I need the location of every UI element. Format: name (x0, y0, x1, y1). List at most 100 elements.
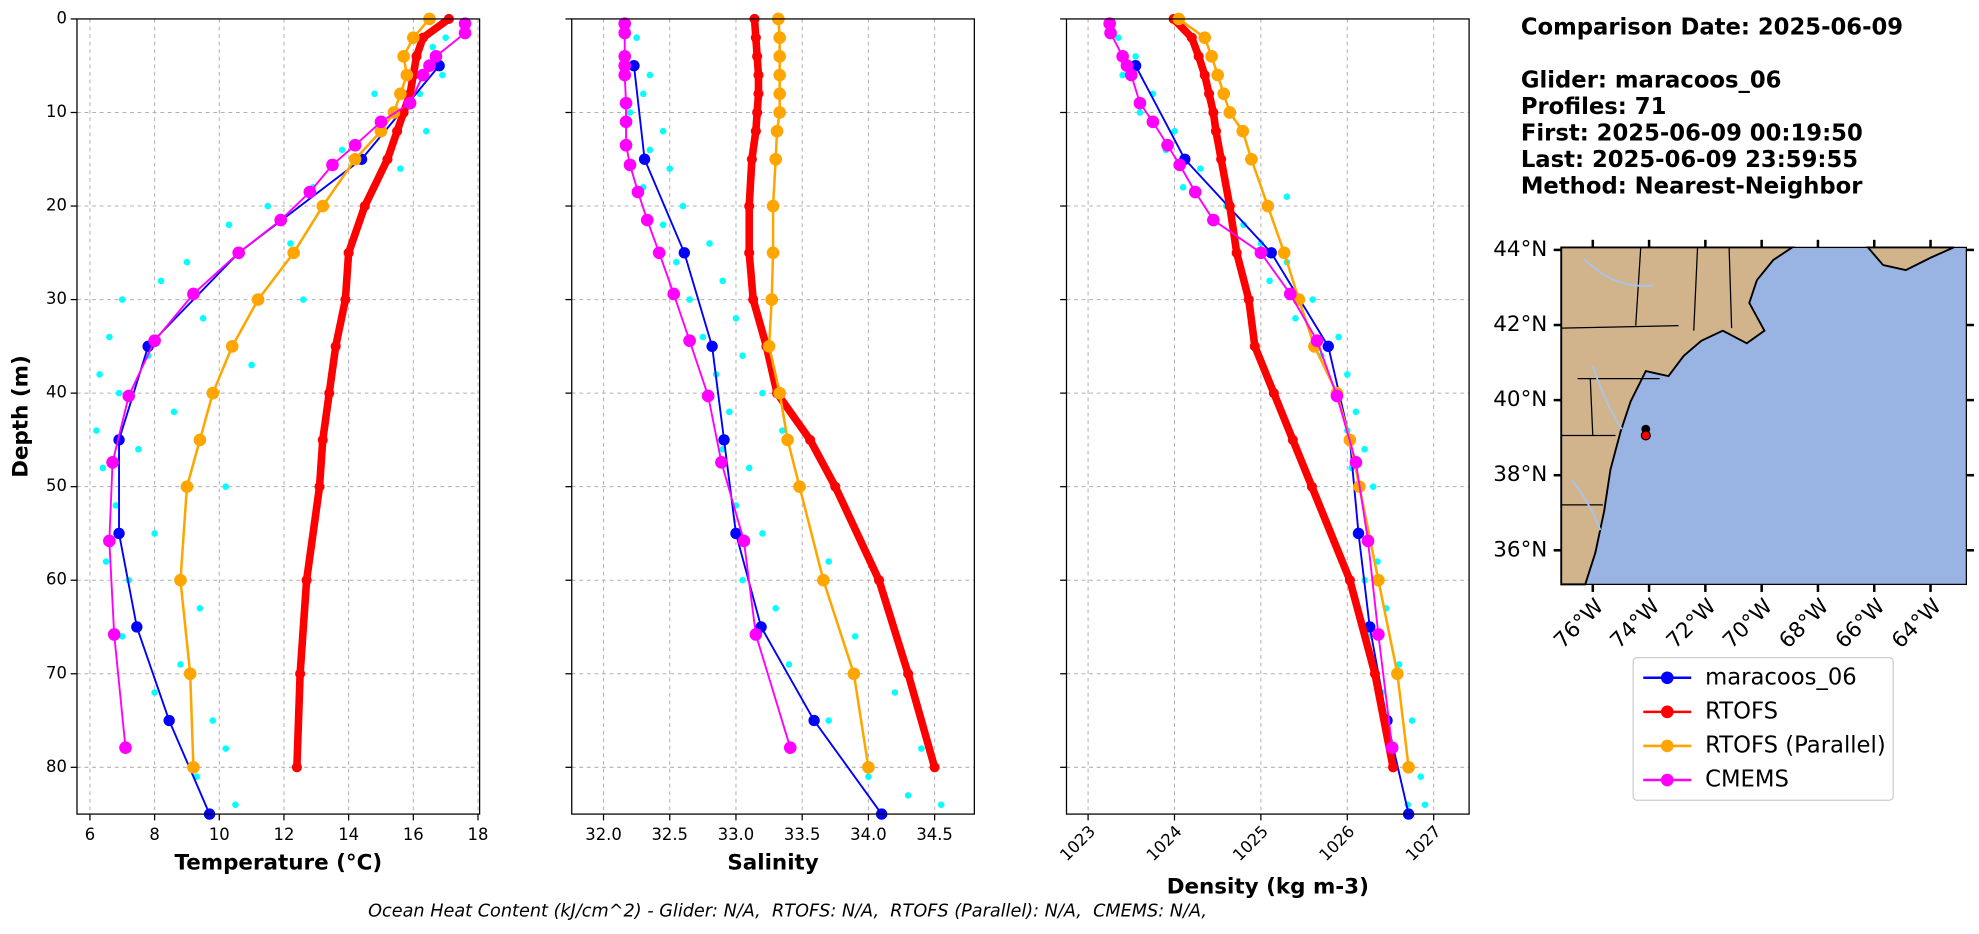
plot-frame (571, 18, 975, 815)
footer: Ocean Heat Content (kJ/cm^2) - Glider: N… (368, 901, 1207, 921)
glider-point (232, 801, 239, 809)
glider-point (157, 277, 165, 285)
glider-point (1369, 483, 1377, 490)
x-tick-label: 32.5 (651, 825, 688, 844)
map-lon-label: 70°W (1718, 594, 1778, 654)
info-line: Comparison Date: 2025-06-09 (1521, 14, 1903, 40)
series-marker (638, 153, 651, 165)
series-marker (317, 434, 328, 445)
series-marker (667, 287, 681, 301)
panel: 1023 1024 1025 1026 1027 Density (kg m-3) (1056, 12, 1470, 899)
glider-point (779, 427, 786, 434)
series-marker (1349, 456, 1363, 469)
series-marker (753, 70, 764, 81)
series-marker (343, 247, 354, 258)
series-marker (618, 26, 632, 40)
series-marker (862, 760, 875, 774)
glider-point (825, 558, 832, 565)
series-marker (113, 527, 125, 540)
legend-label: RTOFS (1705, 698, 1778, 724)
glider-point (785, 661, 793, 668)
legend-marker (1660, 671, 1674, 685)
series-marker (225, 340, 239, 353)
series-marker (766, 246, 780, 260)
glider-point (371, 90, 378, 98)
series-marker (287, 246, 300, 260)
glider-point (1335, 333, 1342, 341)
series-marker (1224, 200, 1235, 212)
series-marker (429, 50, 443, 63)
glider-point (102, 558, 110, 565)
series-marker (206, 386, 220, 400)
y-tick-label: 80 (46, 757, 67, 776)
glider-point (646, 71, 654, 79)
glider-point (422, 127, 430, 135)
x-tick-label: 12 (274, 825, 295, 844)
plot-area (76, 18, 480, 815)
series-marker (1188, 185, 1202, 199)
series-marker (1124, 68, 1138, 82)
series-marker (1402, 760, 1415, 774)
map-lat-label: 40°N (1493, 387, 1547, 412)
series-marker (805, 434, 816, 445)
series-marker (744, 247, 755, 258)
series-marker (715, 456, 728, 469)
x-axis-label: Salinity (727, 850, 818, 875)
glider-point (699, 333, 707, 341)
x-tick-label: 1024 (1143, 822, 1186, 865)
series-marker (903, 668, 914, 679)
series-marker (1104, 26, 1117, 40)
series-marker (340, 294, 351, 305)
glider-point (115, 389, 123, 397)
info-line: First: 2025-06-09 00:19:50 (1521, 120, 1863, 146)
x-tick-label: 16 (403, 825, 424, 844)
series-marker (781, 433, 794, 447)
glider-point (726, 408, 733, 416)
glider-point (759, 389, 766, 397)
series-marker (631, 185, 645, 199)
glider-point (626, 109, 634, 116)
series-marker (808, 714, 820, 727)
glider-point (1283, 193, 1291, 200)
series-marker (752, 107, 763, 118)
series-marker (458, 26, 472, 40)
series-marker (773, 106, 786, 119)
glider-point (199, 315, 207, 322)
x-tick-label: 33.5 (784, 825, 821, 844)
series-marker (1198, 31, 1212, 44)
series-marker (1223, 106, 1237, 119)
series-marker (753, 88, 764, 99)
glider-point (1115, 34, 1122, 41)
glider-point (646, 146, 654, 154)
series-marker (773, 50, 786, 63)
glider-point (338, 146, 346, 154)
series-marker (1306, 481, 1317, 492)
series-marker (1146, 115, 1160, 129)
series-marker (1186, 32, 1197, 43)
glider-point (1257, 240, 1265, 247)
x-tick-label: 6 (85, 825, 95, 844)
series-marker (403, 96, 417, 110)
y-tick-label: 60 (46, 570, 67, 589)
series-marker (618, 68, 632, 82)
series-marker (730, 527, 742, 540)
glider-point (177, 661, 184, 668)
x-tick-label: 34.5 (916, 825, 953, 844)
legend-marker (1660, 705, 1674, 719)
glider-point (300, 296, 307, 303)
glider-point (1136, 109, 1144, 116)
glider-point (264, 202, 272, 210)
glider-point (118, 296, 126, 303)
series-marker (678, 247, 690, 259)
series-marker (324, 388, 335, 399)
series-marker (1205, 50, 1218, 63)
series-marker (232, 246, 245, 260)
glider-point (439, 71, 446, 79)
series-marker (1211, 68, 1224, 82)
glider-point (1361, 445, 1368, 453)
series-marker (929, 762, 940, 773)
map-lon-label: 64°W (1887, 594, 1947, 654)
glider-point (937, 801, 945, 809)
glider-point (99, 464, 107, 472)
